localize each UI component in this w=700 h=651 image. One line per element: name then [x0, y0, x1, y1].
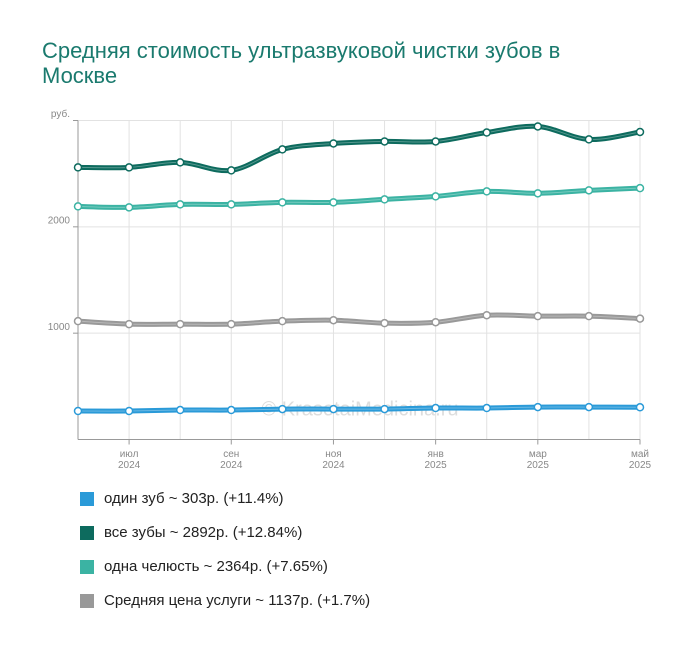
point [73, 202, 83, 211]
point [278, 404, 287, 414]
point [482, 310, 491, 320]
point [431, 137, 440, 146]
point [124, 163, 134, 172]
x-tick-label: мар 2025 [526, 448, 549, 471]
point [482, 403, 491, 413]
point [380, 318, 389, 328]
series-line-core [77, 314, 641, 325]
point [482, 128, 491, 137]
series-line [77, 312, 641, 327]
point [227, 166, 236, 175]
x-tick-label: май 2025 [628, 448, 652, 471]
point [175, 158, 185, 167]
point [124, 319, 134, 329]
legend-label: все зубы ~ 2892р. (+12.84%) [104, 524, 303, 541]
series-line-core [77, 187, 641, 208]
x-tick-label: сен 2024 [220, 448, 243, 471]
point [73, 406, 83, 416]
legend-swatch [80, 593, 94, 608]
legend-label: одна челюсть ~ 2364р. (+7.65%) [104, 558, 328, 575]
series-line [77, 123, 641, 174]
legend-swatch [80, 491, 94, 506]
point [227, 200, 236, 209]
series-line-core [77, 406, 641, 412]
point [635, 314, 645, 323]
point [329, 315, 338, 325]
legend-swatch [80, 525, 94, 540]
point [278, 145, 287, 154]
series-line [77, 404, 641, 414]
y-tick-label: 1000 [48, 322, 71, 333]
x-tick-label: янв 2025 [424, 448, 447, 471]
x-tick-label: июл 2024 [117, 448, 141, 471]
point [380, 137, 389, 146]
legend-item: Средняя цена услуги ~ 1137р. (+1.7%) [80, 592, 370, 609]
point [584, 186, 594, 195]
point [431, 192, 440, 201]
legend-item: все зубы ~ 2892р. (+12.84%) [80, 524, 302, 541]
point [431, 317, 440, 327]
point [533, 122, 543, 131]
point [175, 405, 185, 415]
y-tick-label: 2000 [48, 215, 71, 226]
point [380, 195, 389, 204]
point [73, 316, 83, 326]
point [533, 402, 543, 412]
point [584, 135, 594, 144]
point [635, 127, 645, 137]
point [584, 311, 594, 321]
point [175, 319, 185, 329]
point [278, 316, 287, 326]
point [329, 139, 338, 148]
point [329, 404, 338, 414]
point [227, 319, 236, 329]
series-line [77, 185, 641, 210]
series-line-core [77, 125, 641, 172]
point [124, 406, 134, 416]
point [584, 402, 594, 412]
legend-label: Средняя цена услуги ~ 1137р. (+1.7%) [104, 592, 371, 609]
point [124, 203, 134, 212]
point [329, 198, 338, 207]
point [227, 405, 236, 415]
legend-item: одна челюсть ~ 2364р. (+7.65%) [80, 558, 328, 575]
legend-label: один зуб ~ 303р. (+11.4%) [104, 490, 284, 507]
chart-title: Средняя стоимость ультразвуковой чистки … [42, 38, 561, 88]
point [533, 311, 543, 321]
point [635, 183, 645, 193]
point [380, 404, 389, 414]
point [635, 403, 645, 412]
y-tick-label: руб. [51, 108, 70, 120]
point [73, 163, 83, 172]
point [482, 187, 491, 196]
point [431, 403, 440, 413]
x-tick-label: ноя 2024 [322, 448, 345, 471]
legend-swatch [80, 559, 94, 574]
point [175, 200, 185, 209]
point [533, 189, 543, 198]
legend-item: один зуб ~ 303р. (+11.4%) [80, 490, 284, 507]
point [278, 198, 287, 207]
